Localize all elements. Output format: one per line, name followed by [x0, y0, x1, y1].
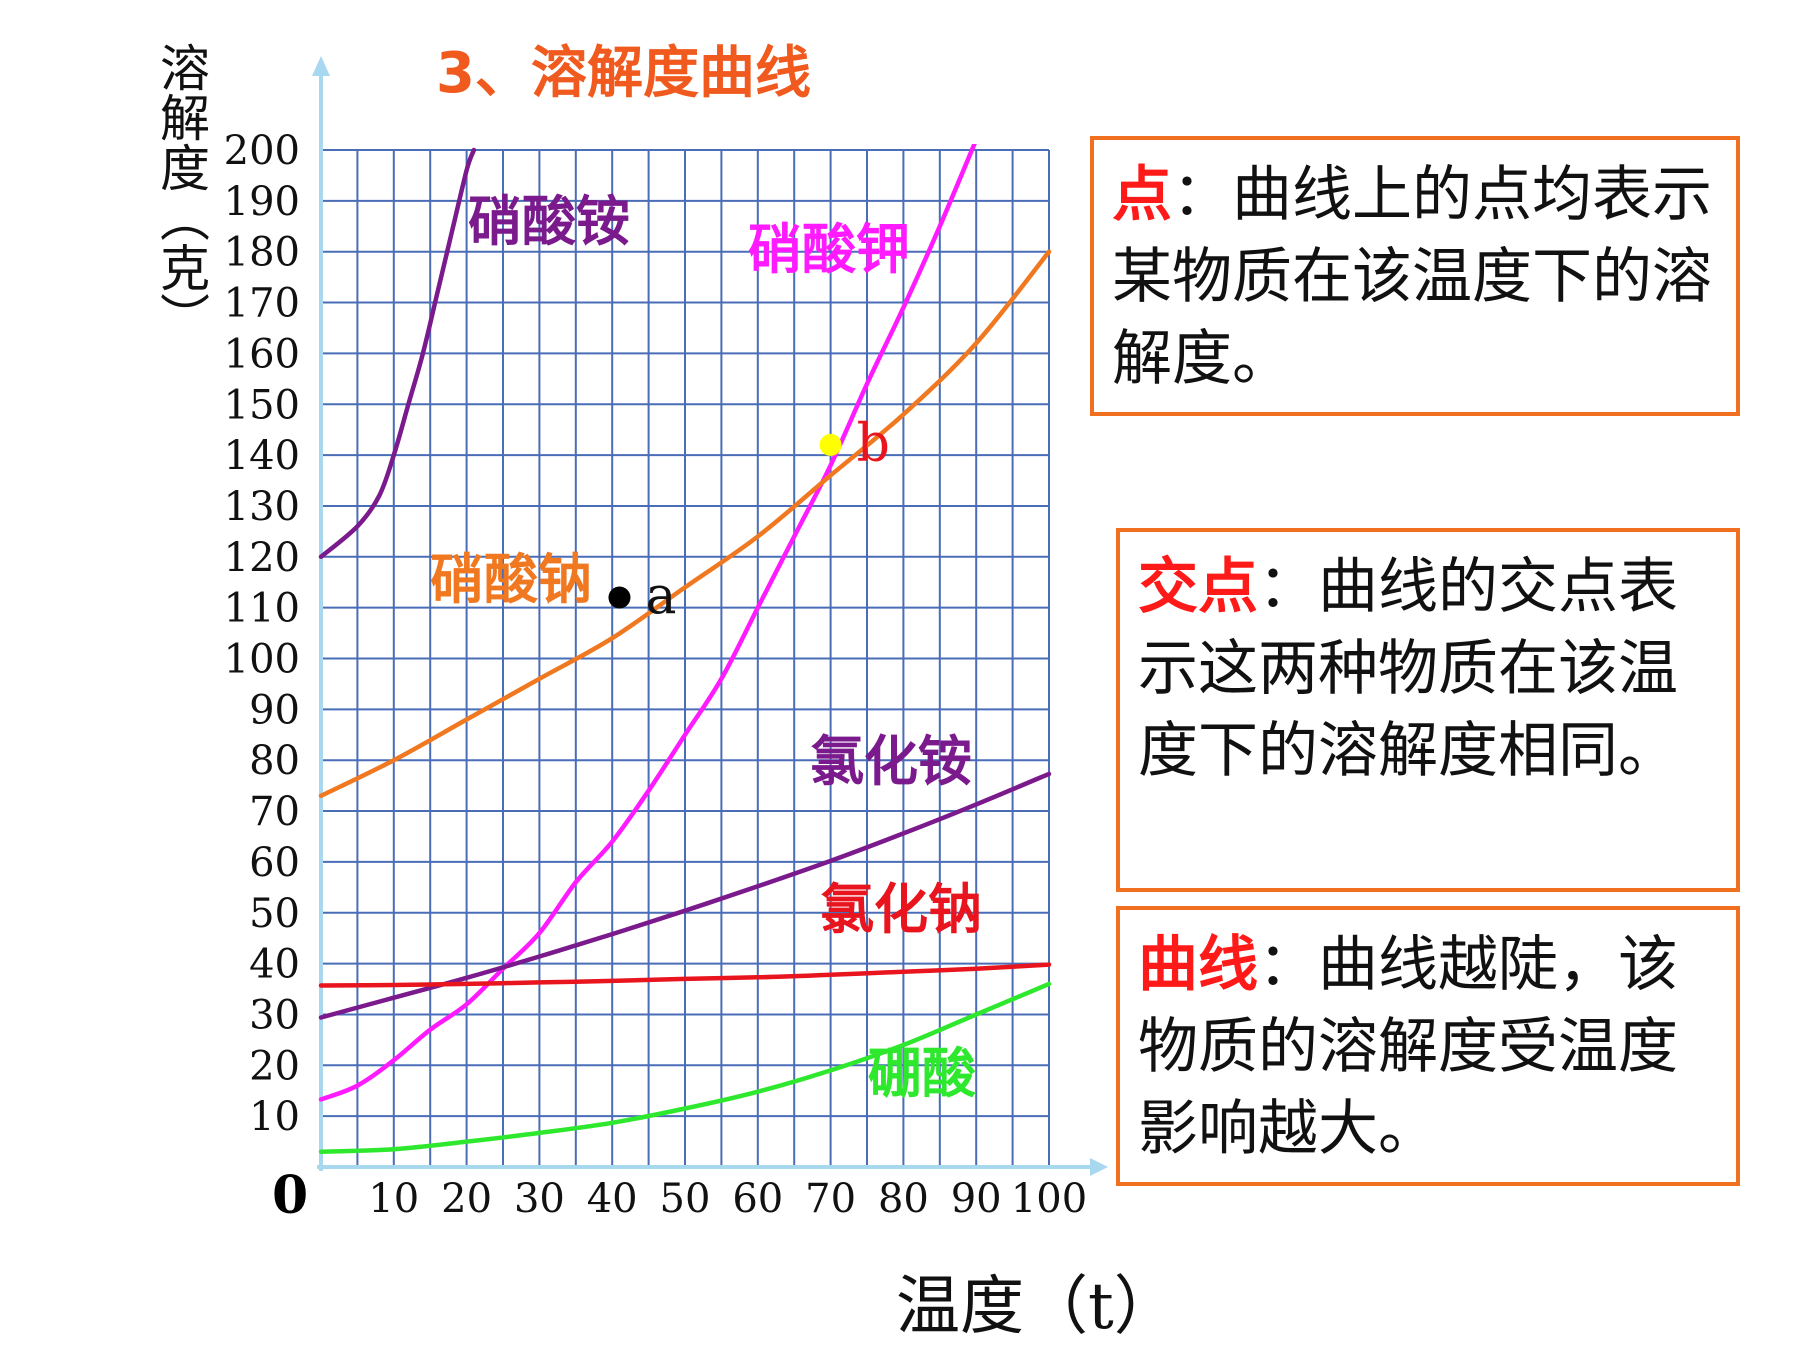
x-tick-label: 50	[660, 1176, 711, 1222]
note-text-curve: ：曲线越陡，该物质的溶解度受温度影响越大。	[1138, 930, 1678, 1164]
series-label-sodium-nitrate: 硝酸钠	[430, 548, 592, 611]
y-tick-label: 80	[249, 738, 300, 784]
series-line-ammonium-nitrate	[318, 147, 477, 560]
y-tick-label: 40	[249, 942, 300, 988]
series-label-ammonium-nitrate: 硝酸铵	[468, 190, 630, 253]
y-tick-label: 170	[224, 281, 300, 327]
annotation-label-b: b	[857, 414, 890, 474]
note-term-curve: 曲线	[1138, 930, 1258, 1000]
y-tick-label: 90	[249, 687, 300, 733]
y-tick-label: 110	[224, 586, 300, 632]
series-label-ammonium-chloride: 氯化铵	[810, 730, 972, 793]
series-line-sodium-nitrate	[318, 249, 1052, 799]
note-term-intersection: 交点	[1138, 552, 1258, 622]
note-box-intersection: 交点：曲线的交点表示这两种物质在该温度下的溶解度相同。	[1116, 528, 1740, 892]
x-axis-label: 温度（t）	[896, 1270, 1178, 1344]
y-tick-label: 130	[224, 484, 300, 530]
note-text-point: ：曲线上的点均表示某物质在该温度下的溶解度。	[1112, 160, 1712, 394]
y-axis-label: 溶解度（克）	[152, 42, 210, 342]
series-label-sodium-chloride: 氯化钠	[820, 878, 982, 941]
y-tick-label: 120	[224, 535, 300, 581]
y-tick-label: 20	[249, 1043, 300, 1089]
y-tick-label: 60	[249, 840, 300, 886]
x-tick-label: 30	[514, 1176, 565, 1222]
slide-title: 3、溶解度曲线	[436, 41, 811, 106]
series-label-potassium-nitrate: 硝酸钾	[748, 218, 910, 281]
series-line-potassium-nitrate	[318, 144, 977, 1102]
origin-label: 0	[272, 1165, 309, 1226]
x-tick-label: 70	[805, 1176, 856, 1222]
series-label-boric-acid: 硼酸	[868, 1042, 977, 1105]
y-tick-label: 150	[224, 382, 300, 428]
x-axis-arrow-icon	[1090, 1158, 1108, 1176]
y-tick-label: 180	[224, 230, 300, 276]
x-tick-label: 100	[1011, 1176, 1087, 1222]
y-axis-arrow-icon	[312, 56, 330, 76]
note-term-point: 点	[1112, 160, 1172, 230]
y-tick-label: 200	[224, 128, 300, 174]
y-tick-label: 160	[224, 331, 300, 377]
chart-grid	[320, 149, 1050, 1167]
annotation-point-b	[819, 433, 842, 456]
x-tick-label: 40	[587, 1176, 638, 1222]
chart-series	[318, 144, 1052, 1154]
note-box-point: 点：曲线上的点均表示某物质在该温度下的溶解度。	[1090, 136, 1740, 416]
x-tick-label: 60	[732, 1176, 783, 1222]
y-tick-label: 190	[224, 179, 300, 225]
note-box-curve: 曲线：曲线越陡，该物质的溶解度受温度影响越大。	[1116, 906, 1740, 1186]
x-tick-label: 10	[368, 1176, 419, 1222]
series-line-boric-acid	[318, 981, 1052, 1154]
y-tick-label: 140	[224, 433, 300, 479]
x-tick-label: 80	[878, 1176, 929, 1222]
x-tick-label: 20	[441, 1176, 492, 1222]
y-tick-label: 70	[249, 789, 300, 835]
annotation-point-a	[608, 586, 631, 609]
x-tick-label: 90	[951, 1176, 1002, 1222]
note-text-intersection: ：曲线的交点表示这两种物质在该温度下的溶解度相同。	[1138, 552, 1678, 786]
y-tick-label: 50	[249, 891, 300, 937]
series-line-sodium-chloride	[318, 962, 1052, 988]
y-tick-label: 10	[249, 1094, 300, 1140]
y-tick-label: 30	[249, 992, 300, 1038]
annotation-label-a: a	[645, 566, 676, 626]
y-tick-label: 100	[224, 637, 300, 683]
